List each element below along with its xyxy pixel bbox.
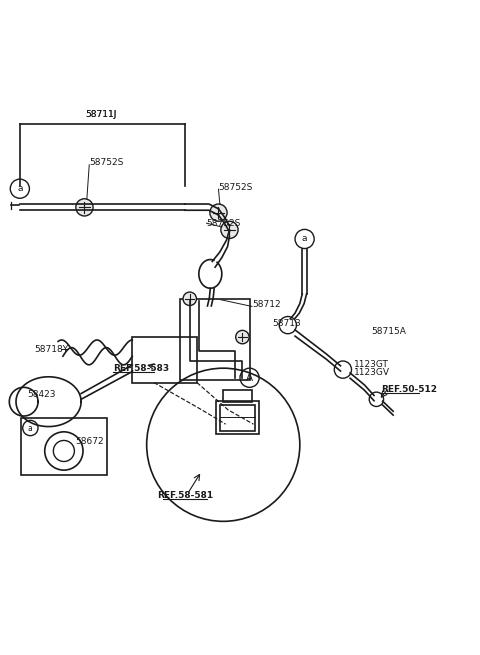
Text: 58752S: 58752S — [89, 159, 124, 168]
Text: 58423: 58423 — [27, 390, 56, 399]
Bar — [216, 402, 259, 434]
Text: 58752S: 58752S — [218, 183, 253, 192]
Bar — [220, 405, 255, 431]
Text: a: a — [302, 234, 307, 244]
Text: 1123GV: 1123GV — [354, 369, 390, 377]
Text: REF.50-512: REF.50-512 — [381, 385, 437, 394]
Bar — [132, 337, 197, 383]
Text: 58712: 58712 — [252, 300, 281, 309]
Text: 1123GT: 1123GT — [354, 360, 389, 369]
Text: REF.58-583: REF.58-583 — [113, 364, 169, 373]
Text: 58718Y: 58718Y — [34, 345, 68, 354]
Text: 58715A: 58715A — [372, 327, 407, 336]
Circle shape — [76, 198, 93, 216]
Text: 58672: 58672 — [75, 437, 104, 446]
Text: 58711J: 58711J — [85, 111, 117, 119]
Text: REF.58-581: REF.58-581 — [157, 491, 213, 500]
Text: a: a — [28, 424, 33, 432]
Text: 58752S: 58752S — [206, 219, 241, 228]
Bar — [223, 390, 252, 402]
Text: a: a — [17, 184, 23, 193]
Text: 58711J: 58711J — [85, 111, 117, 119]
Circle shape — [183, 292, 196, 305]
Text: 58713: 58713 — [272, 319, 301, 328]
Circle shape — [236, 330, 249, 344]
Bar — [21, 419, 107, 475]
Circle shape — [210, 204, 227, 221]
Bar — [180, 299, 250, 380]
Text: A: A — [246, 373, 253, 383]
Circle shape — [221, 221, 238, 238]
